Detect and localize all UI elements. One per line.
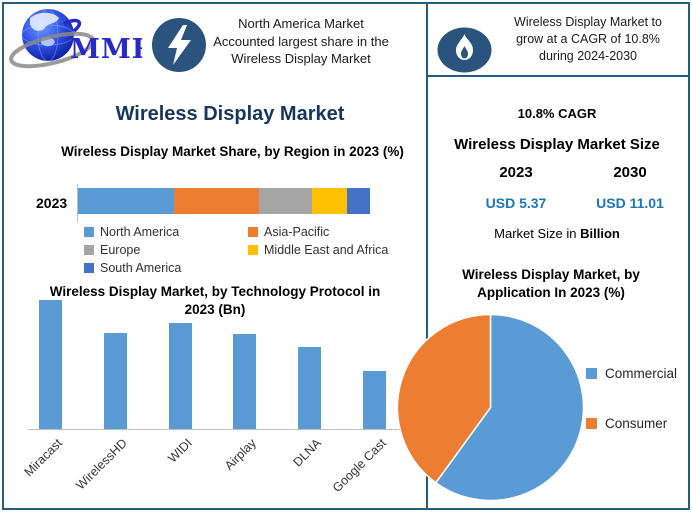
market-size-note-unit: Billion bbox=[580, 226, 620, 241]
legend-label: Commercial bbox=[605, 366, 678, 381]
xaxis-label: WirelessHD bbox=[72, 436, 130, 493]
legend-item: South America bbox=[84, 261, 248, 275]
region-stacked-bar bbox=[78, 188, 370, 214]
segment-europe bbox=[259, 188, 312, 214]
legend-swatch bbox=[84, 227, 94, 237]
left-callout-line: Wireless Display Market bbox=[231, 51, 371, 66]
year-end: 2030 bbox=[613, 164, 647, 181]
logo-text: MMR bbox=[70, 34, 142, 65]
right-callout-line: grow at a CAGR of 10.8% bbox=[516, 32, 660, 46]
lightning-icon bbox=[152, 18, 206, 72]
bar-wirelesshd bbox=[104, 333, 127, 429]
mmr-logo: MMR bbox=[9, 8, 142, 69]
xaxis-label: Airplay bbox=[221, 436, 259, 473]
cagr-value: 10.8% CAGR bbox=[517, 106, 597, 121]
market-size-note: Market Size in Billion bbox=[428, 226, 686, 241]
market-size-title: Wireless Display Market Size bbox=[454, 136, 660, 153]
market-size-start: USD 5.37 bbox=[485, 195, 547, 211]
left-callout: North America Market Accounted largest s… bbox=[205, 15, 397, 68]
legend-label: Consumer bbox=[605, 416, 668, 431]
legend-item: Consumer bbox=[586, 416, 677, 431]
legend-label: Asia-Pacific bbox=[264, 225, 330, 239]
right-callout: Wireless Display Market to grow at a CAG… bbox=[502, 14, 674, 65]
legend-swatch bbox=[586, 368, 597, 379]
legend-swatch bbox=[248, 227, 258, 237]
segment-middle-east-and-africa bbox=[311, 188, 347, 214]
xaxis-label: WIDI bbox=[164, 436, 195, 466]
region-chart-title: Wireless Display Market Share, by Region… bbox=[61, 144, 404, 159]
bar-google-cast bbox=[363, 371, 386, 429]
legend-swatch bbox=[84, 263, 94, 273]
market-size-end: USD 11.01 bbox=[596, 195, 664, 211]
legend-item: Middle East and Africa bbox=[248, 243, 414, 257]
pie-chart-legend: Commercial Consumer bbox=[586, 366, 677, 431]
segment-south-america bbox=[346, 188, 370, 214]
legend-item: North America bbox=[84, 225, 248, 239]
xaxis-label: Miracast bbox=[21, 436, 65, 480]
flame-icon bbox=[437, 27, 492, 73]
bar-airplay bbox=[233, 334, 256, 429]
pie-chart-title: Wireless Display Market, by Application … bbox=[462, 267, 640, 300]
legend-swatch bbox=[84, 245, 94, 255]
legend-label: Europe bbox=[100, 243, 141, 257]
market-size-note-prefix: Market Size in bbox=[494, 226, 581, 241]
legend-item: Asia-Pacific bbox=[248, 225, 414, 239]
globe-icon bbox=[9, 8, 95, 69]
segment-north-america bbox=[78, 188, 175, 214]
year-start: 2023 bbox=[499, 164, 533, 181]
right-callout-line: Wireless Display Market to bbox=[514, 15, 662, 29]
xaxis-label: DLNA bbox=[289, 436, 324, 470]
pie-slice-commercial bbox=[434, 314, 584, 501]
bar-dlna bbox=[298, 347, 321, 429]
pie-slice-consumer bbox=[397, 314, 492, 484]
tech-chart-title: Wireless Display Market, by Technology P… bbox=[49, 284, 381, 317]
region-chart-legend: North America Asia-Pacific Europe Middle Ea… bbox=[84, 225, 414, 275]
page-title: Wireless Display Market bbox=[115, 103, 345, 125]
legend-item: Commercial bbox=[586, 366, 677, 381]
region-chart-year-label: 2023 bbox=[36, 195, 68, 211]
segment-asia-pacific bbox=[174, 188, 260, 214]
application-pie-chart bbox=[397, 314, 584, 501]
left-callout-line: North America Market bbox=[238, 16, 364, 31]
legend-item: Europe bbox=[84, 243, 248, 257]
legend-label: South America bbox=[100, 261, 182, 275]
legend-label: Middle East and Africa bbox=[264, 243, 389, 257]
tech-chart-plot bbox=[28, 290, 414, 430]
tech-chart-xlabels: Miracast WirelessHD WIDI Airplay DLNA Google … bbox=[21, 430, 414, 508]
region-chart-axis bbox=[77, 184, 78, 222]
xaxis-label: Google Cast bbox=[329, 436, 389, 496]
bar-widi bbox=[169, 323, 192, 429]
legend-swatch bbox=[248, 245, 258, 255]
vertical-divider bbox=[426, 2, 428, 510]
left-callout-line: Accounted largest share in the bbox=[213, 33, 389, 49]
legend-swatch bbox=[586, 418, 597, 429]
right-callout-line: during 2024-2030 bbox=[539, 49, 637, 63]
legend-label: North America bbox=[100, 225, 180, 239]
header-right-divider bbox=[428, 75, 690, 77]
bar-miracast bbox=[39, 300, 62, 429]
